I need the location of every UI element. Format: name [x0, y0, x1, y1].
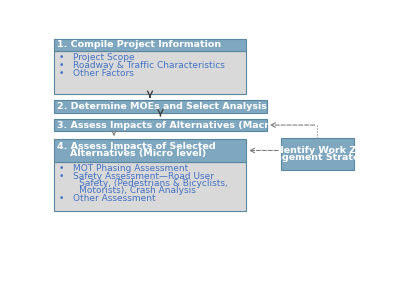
Text: •   Roadway & Traffic Characteristics: • Roadway & Traffic Characteristics [58, 61, 224, 70]
Text: Motorists), Crash Analysis: Motorists), Crash Analysis [58, 186, 196, 195]
Text: Safety, (Pedestrians & Bicyclists,: Safety, (Pedestrians & Bicyclists, [58, 179, 227, 188]
Bar [54, 39, 246, 51]
Text: 5. Identify Work Zone: 5. Identify Work Zone [260, 146, 375, 155]
Bar [54, 139, 246, 162]
Text: 1. Compile Project Information: 1. Compile Project Information [57, 40, 221, 50]
Text: Management Strategies: Management Strategies [253, 153, 382, 162]
Text: 3. Assess Impacts of Alternatives (Macro Level): 3. Assess Impacts of Alternatives (Macro… [57, 121, 312, 130]
Bar [54, 51, 246, 94]
Text: 4. Assess Impacts of Selected: 4. Assess Impacts of Selected [57, 142, 216, 151]
Bar [54, 162, 246, 211]
Text: 2. Determine MOEs and Select Analysis Approach: 2. Determine MOEs and Select Analysis Ap… [57, 102, 321, 111]
Bar [54, 100, 267, 113]
Text: •   Other Factors: • Other Factors [58, 69, 134, 78]
Bar [281, 138, 354, 170]
Text: Alternatives (Micro level): Alternatives (Micro level) [57, 149, 206, 158]
Text: •   Project Scope: • Project Scope [58, 54, 134, 62]
Text: •   Other Assessment: • Other Assessment [58, 194, 155, 203]
Text: •   MOT Phasing Assessment: • MOT Phasing Assessment [58, 164, 188, 173]
Bar [54, 119, 267, 131]
Text: •   Safety Assessment—Road User: • Safety Assessment—Road User [58, 172, 214, 181]
